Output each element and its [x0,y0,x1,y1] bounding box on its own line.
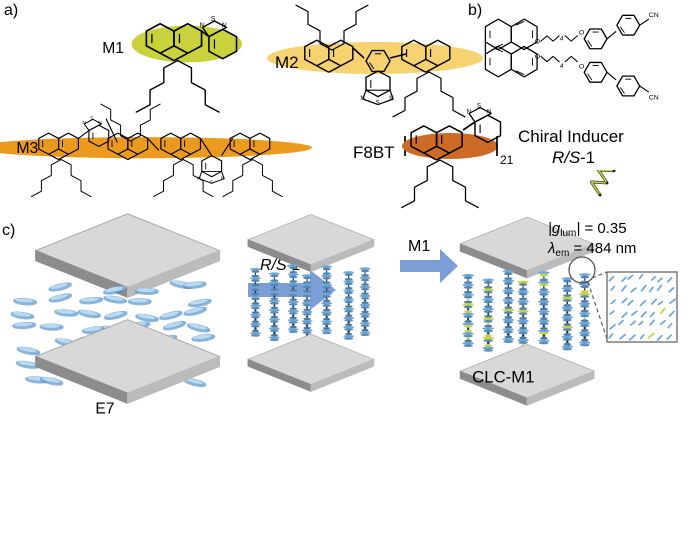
svg-text:Chiral Inducer: Chiral Inducer [518,127,624,146]
svg-text:M1: M1 [408,238,430,255]
svg-text:|glum| = 0.35: |glum| = 0.35 [548,220,627,239]
svg-text:M2: M2 [275,53,299,72]
svg-text:-1: -1 [580,148,595,167]
svg-text:M1: M1 [102,40,124,57]
svg-text:R/S: R/S [552,148,581,167]
svg-text:CN: CN [649,95,659,102]
svg-text:E7: E7 [95,400,114,417]
svg-text:CLC-M1: CLC-M1 [472,368,534,387]
svg-text:4: 4 [560,35,564,42]
svg-text:O: O [535,38,540,45]
svg-text:O: O [535,54,540,61]
svg-text:CN: CN [649,12,659,19]
svg-text:F8BT: F8BT [353,143,395,162]
svg-text:c): c) [2,222,15,239]
svg-text:M3: M3 [16,140,38,157]
svg-text:O: O [579,64,584,71]
svg-text:O: O [579,29,584,36]
svg-text:4: 4 [560,63,564,70]
